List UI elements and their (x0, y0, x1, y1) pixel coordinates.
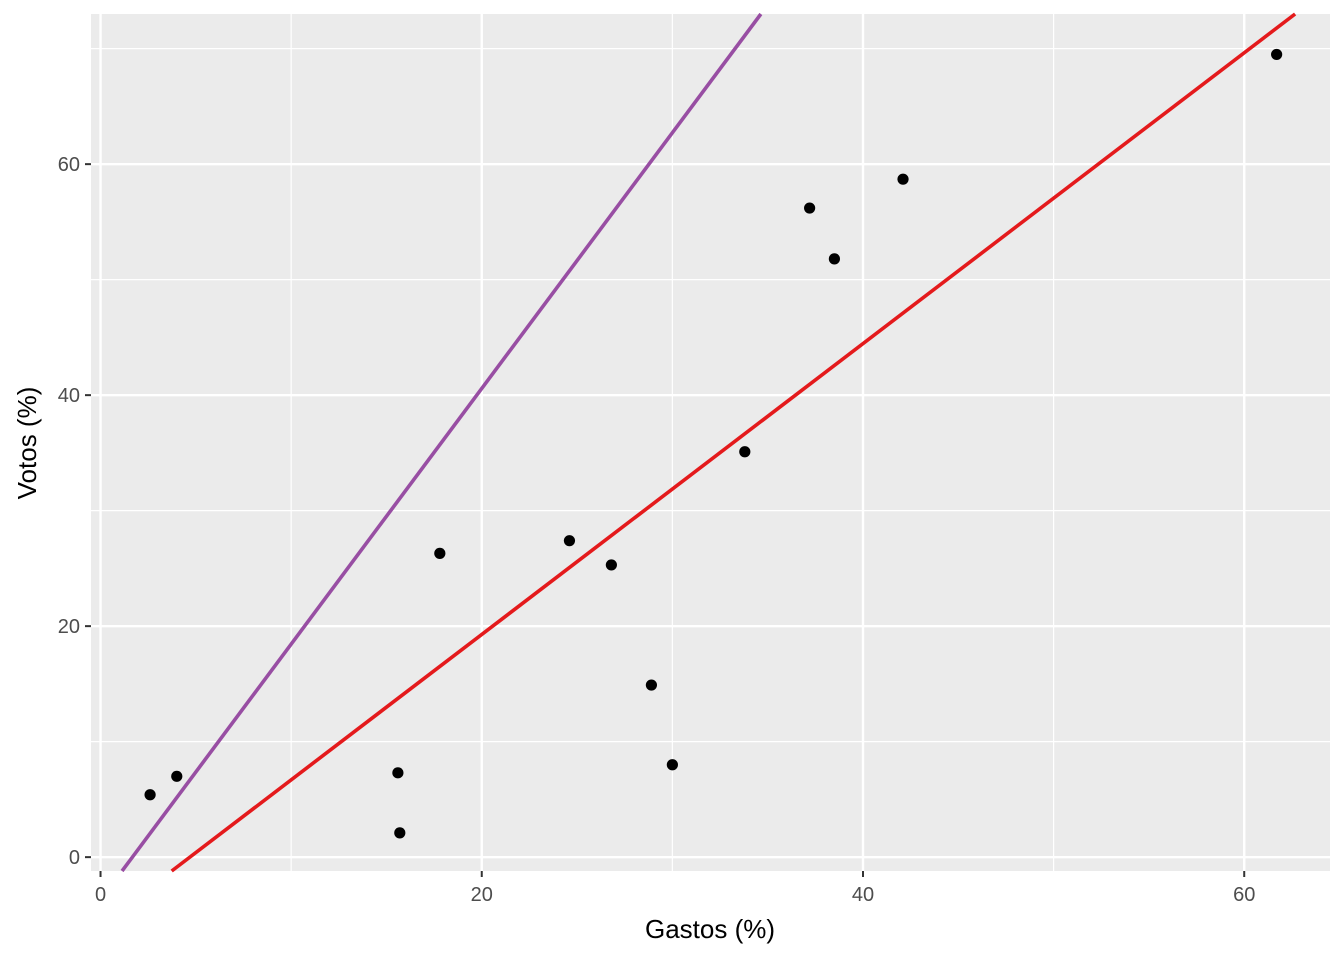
x-tick-label: 40 (852, 884, 874, 906)
data-points (144, 48, 1283, 839)
x-axis-title: Gastos (%) (645, 914, 775, 944)
data-point (804, 202, 816, 214)
x-axis: 0 20 40 60 (95, 871, 1255, 906)
grid-minor (91, 14, 1330, 871)
y-tick-label: 40 (58, 385, 80, 407)
data-point (171, 770, 183, 782)
fit-line-2 (170, 12, 1297, 873)
panel-background (91, 14, 1330, 871)
data-point (392, 767, 404, 779)
data-point (394, 827, 406, 839)
x-tick-label: 60 (1233, 884, 1255, 906)
data-point (563, 535, 576, 547)
data-point (739, 446, 751, 458)
y-axis-title: Votos (%) (12, 387, 42, 500)
fit-line-1 (120, 12, 763, 873)
data-point (666, 759, 678, 771)
y-tick-label: 20 (58, 616, 80, 638)
data-point (828, 253, 841, 265)
y-axis: 0 20 40 60 (58, 154, 91, 869)
x-tick-label: 20 (471, 884, 493, 906)
y-tick-label: 0 (69, 847, 80, 869)
x-tick-label: 0 (95, 884, 106, 906)
fit-lines (120, 12, 1297, 873)
y-tick-label: 60 (58, 154, 80, 176)
data-point (897, 173, 909, 185)
data-point (1271, 48, 1283, 61)
data-point (645, 679, 658, 691)
grid-major (91, 14, 1330, 871)
data-point (605, 559, 617, 571)
data-point (144, 789, 156, 801)
data-point (434, 547, 446, 559)
